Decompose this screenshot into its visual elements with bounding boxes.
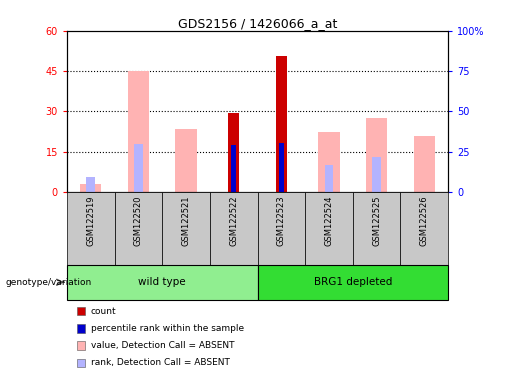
Bar <box>80 184 101 192</box>
Text: rank, Detection Call = ABSENT: rank, Detection Call = ABSENT <box>91 358 230 367</box>
Bar <box>229 113 239 192</box>
Bar <box>175 129 197 192</box>
Text: GSM122521: GSM122521 <box>182 196 191 246</box>
Bar <box>134 144 143 192</box>
Bar <box>210 192 258 265</box>
Text: value, Detection Call = ABSENT: value, Detection Call = ABSENT <box>91 341 234 350</box>
Text: GSM122525: GSM122525 <box>372 196 381 246</box>
Bar <box>414 136 435 192</box>
Bar <box>128 71 149 192</box>
Bar <box>324 165 333 192</box>
Text: count: count <box>91 306 116 316</box>
Bar <box>305 192 353 265</box>
Bar <box>231 145 236 192</box>
Bar <box>258 192 305 265</box>
Bar <box>258 265 448 300</box>
Text: GSM122522: GSM122522 <box>229 196 238 246</box>
Bar <box>279 143 284 192</box>
Bar <box>401 192 448 265</box>
Bar <box>77 307 85 315</box>
Text: BRG1 depleted: BRG1 depleted <box>314 277 392 287</box>
Text: GSM122520: GSM122520 <box>134 196 143 246</box>
Bar <box>77 324 85 333</box>
Bar <box>67 192 115 265</box>
Bar <box>87 177 95 192</box>
Text: percentile rank within the sample: percentile rank within the sample <box>91 324 244 333</box>
Bar <box>318 131 340 192</box>
Bar <box>353 192 401 265</box>
Bar <box>162 192 210 265</box>
Bar <box>366 118 387 192</box>
Text: GSM122524: GSM122524 <box>324 196 333 246</box>
Text: GSM122526: GSM122526 <box>420 196 428 246</box>
Text: GSM122519: GSM122519 <box>87 196 95 246</box>
Bar <box>114 192 162 265</box>
Bar <box>77 341 85 350</box>
Text: GSM122523: GSM122523 <box>277 196 286 246</box>
Bar <box>67 265 258 300</box>
Bar <box>77 359 85 367</box>
Text: wild type: wild type <box>139 277 186 287</box>
Bar <box>372 157 381 192</box>
Bar <box>276 56 286 192</box>
Text: genotype/variation: genotype/variation <box>5 278 91 287</box>
Title: GDS2156 / 1426066_a_at: GDS2156 / 1426066_a_at <box>178 17 337 30</box>
